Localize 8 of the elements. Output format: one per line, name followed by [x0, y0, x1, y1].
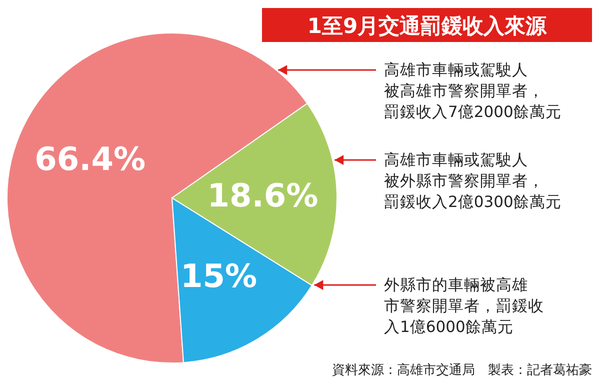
slice-label: 外縣市的車輛被高雄市警察開單者，罰鍰收入1億6000餘萬元 — [384, 276, 544, 336]
data-label: 18.6% — [207, 176, 318, 215]
slice-label: 高雄市車輛或駕駛人被外縣市警察開單者，罰鍰收入2億0300餘萬元 — [384, 151, 562, 211]
slice-label: 高雄市車輛或駕駛人被高雄市警察開單者，罰鍰收入7億2000餘萬元 — [384, 61, 562, 121]
chart-title: 1至9月交通罰鍰收入來源 — [307, 14, 548, 38]
data-label: 15% — [180, 256, 258, 295]
source-note: 資料來源：高雄市交通局 製表：記者葛祐豪 — [332, 362, 592, 378]
data-label: 66.4% — [34, 140, 146, 178]
